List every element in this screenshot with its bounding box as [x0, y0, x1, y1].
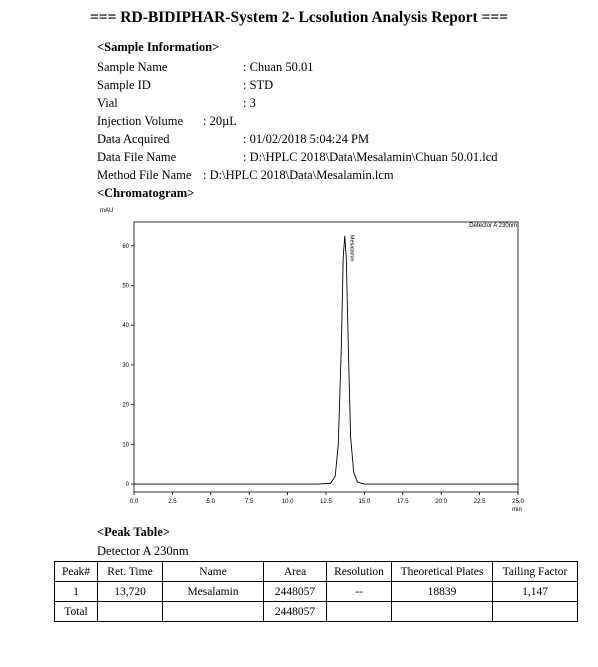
method-file-name-value: : D:\HPLC 2018\Data\Mesalamin.lcm: [203, 168, 394, 182]
vial-value: : 3: [243, 96, 256, 110]
x-tick-label: 2.5: [168, 499, 177, 505]
cell-total-area: 2448057: [263, 601, 327, 622]
cell-total-resolution: [326, 601, 392, 622]
x-tick-label: 0.0: [130, 499, 139, 505]
peak-label: Mesalamin: [349, 235, 355, 262]
y-tick-label: 40: [122, 323, 129, 329]
y-tick-label: 30: [122, 363, 129, 369]
injection-volume-value: : 20µL: [203, 114, 237, 128]
sample-id-value: : STD: [243, 78, 274, 92]
x-tick-label: 7.5: [245, 499, 254, 505]
cell-total-theoretical-plates: [391, 601, 493, 622]
data-acquired-value: : 01/02/2018 5:04:24 PM: [243, 132, 370, 146]
cell-total-ret-time: [97, 601, 163, 622]
peak-table-header-row: Peak# Ret. Time Name Area Resolution The…: [54, 561, 578, 582]
cell-tailing-factor: 1,147: [492, 581, 578, 602]
sample-info-heading: <Sample Information>: [97, 40, 220, 54]
peak-table-heading: <Peak Table>: [97, 525, 170, 539]
chromatogram-trace: [134, 235, 518, 485]
detector-label: Detector A 230nm: [469, 223, 517, 229]
x-tick-label: 25.0: [512, 499, 524, 505]
y-tick-label: 50: [122, 284, 129, 290]
x-tick-label: 17.5: [397, 499, 409, 505]
chromatogram-heading: <Chromatogram>: [97, 186, 195, 200]
y-tick-label: 60: [122, 244, 129, 250]
col-header-tailing-factor: Tailing Factor: [492, 561, 578, 582]
col-header-area: Area: [263, 561, 327, 582]
cell-theoretical-plates: 18839: [391, 581, 493, 602]
peak-table-detector: Detector A 230nm: [97, 544, 189, 558]
col-header-ret-time: Ret. Time: [97, 561, 163, 582]
data-file-name-label: Data File Name: [97, 150, 177, 164]
y-tick-label: 0: [126, 482, 130, 488]
table-row: 1 13,720 Mesalamin 2448057 -- 18839 1,14…: [54, 581, 578, 602]
vial-label: Vial: [97, 96, 118, 110]
col-header-theoretical-plates: Theoretical Plates: [391, 561, 493, 582]
sample-id-label: Sample ID: [97, 78, 151, 92]
sample-name-label: Sample Name: [97, 60, 168, 74]
chromatogram-chart: 0 10 20 30 40 50 60 mAU 0.0 2.5 5.0 7.5 10.0 12.5 15.0…: [100, 208, 524, 513]
col-header-name: Name: [162, 561, 264, 582]
x-tick-label: 10.0: [282, 499, 294, 505]
x-tick-label: 12.5: [320, 499, 332, 505]
table-row-total: Total 2448057: [54, 601, 578, 622]
method-file-name-label: Method File Name: [97, 168, 192, 182]
cell-total-label: Total: [54, 601, 98, 622]
col-header-resolution: Resolution: [326, 561, 392, 582]
cell-total-name: [162, 601, 264, 622]
cell-area: 2448057: [263, 581, 327, 602]
plot-frame: [133, 221, 519, 493]
y-tick-label: 10: [122, 442, 129, 448]
cell-resolution: --: [326, 581, 392, 602]
x-tick-label: 20.0: [435, 499, 447, 505]
col-header-peak: Peak#: [54, 561, 98, 582]
x-tick-label: 22.5: [474, 499, 486, 505]
y-axis-label: mAU: [100, 208, 113, 214]
peak-table: Peak# Ret. Time Name Area Resolution The…: [54, 561, 578, 622]
injection-volume-label: Injection Volume: [97, 114, 183, 128]
x-axis-label: min: [512, 507, 522, 513]
sample-name-value: : Chuan 50.01: [243, 60, 314, 74]
data-acquired-label: Data Acquired: [97, 132, 170, 146]
data-file-name-value: : D:\HPLC 2018\Data\Mesalamin\Chuan 50.0…: [243, 150, 498, 164]
x-tick-label: 5.0: [207, 499, 216, 505]
cell-name: Mesalamin: [162, 581, 264, 602]
report-title: === RD-BIDIPHAR-System 2- Lcsolution Ana…: [89, 9, 509, 26]
x-tick-label: 15.0: [359, 499, 371, 505]
cell-ret-time: 13,720: [97, 581, 163, 602]
cell-total-tailing-factor: [492, 601, 578, 622]
cell-peak: 1: [54, 581, 98, 602]
y-tick-label: 20: [122, 403, 129, 409]
